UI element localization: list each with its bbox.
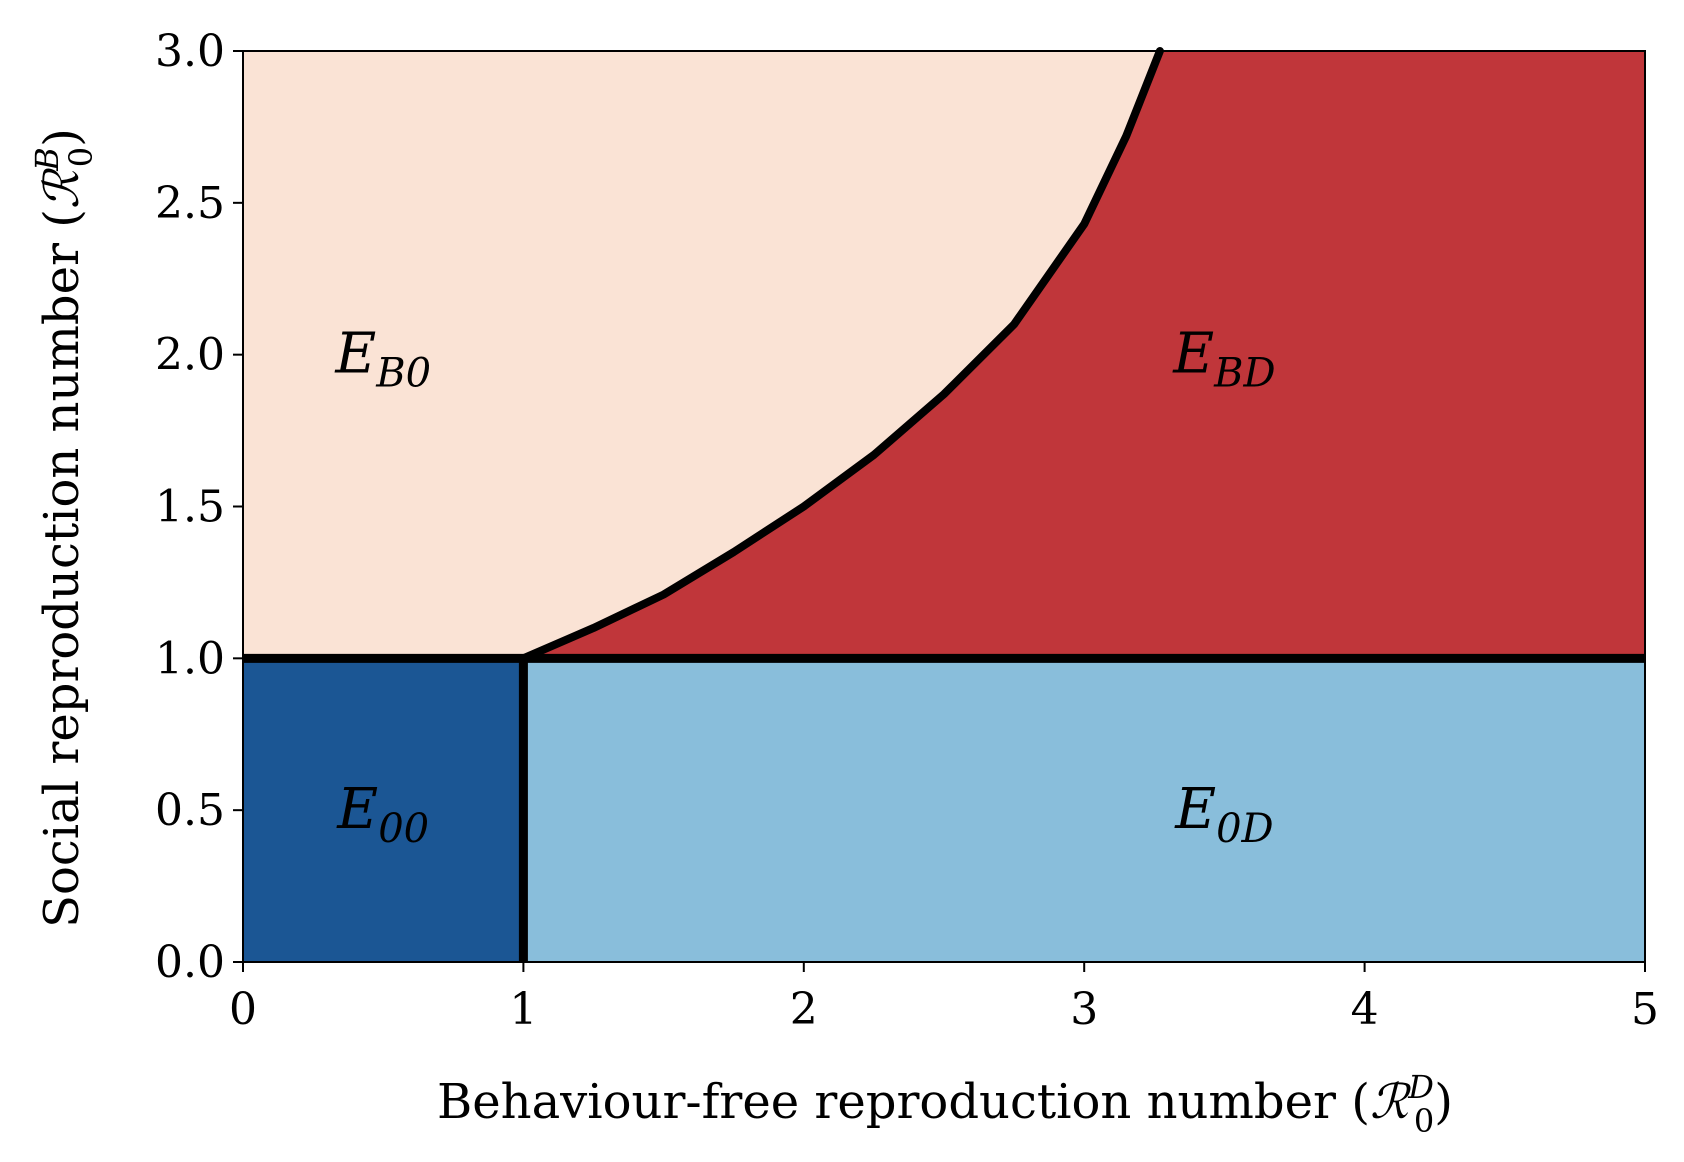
- y-axis-label: Social reproduction number (ℛB0): [28, 128, 100, 928]
- y-tick-label: 0.0: [155, 937, 225, 988]
- x-axis-label-text: Behaviour-free reproduction number (: [437, 1074, 1370, 1130]
- y-tick-label: 2.5: [155, 178, 225, 229]
- region-label-ebd: EBD: [1172, 322, 1275, 397]
- x-tick-label: 2: [790, 984, 818, 1035]
- region-label-main: E: [336, 777, 378, 842]
- y-tick-label: 2.0: [155, 330, 225, 381]
- y-axis-label-text: Social reproduction number (: [34, 209, 90, 928]
- x-axis-ticks: 0 1 2 3 4 5: [229, 962, 1659, 1035]
- boundary-curve: [519, 47, 1164, 663]
- y-axis-label-sub: 0: [62, 147, 100, 167]
- region-label-sub: B0: [375, 351, 431, 397]
- region-label-e0d: E0D: [1174, 777, 1273, 852]
- x-tick-label: 3: [1070, 984, 1098, 1035]
- y-tick-label: 1.5: [155, 482, 225, 533]
- region-fills: [243, 51, 1645, 962]
- x-axis-label-sup: D: [1407, 1068, 1434, 1106]
- region-label-e00: E00: [336, 777, 429, 852]
- region-label-sub: BD: [1213, 351, 1275, 397]
- x-tick-label: 1: [509, 984, 537, 1035]
- x-tick-label: 4: [1351, 984, 1379, 1035]
- x-tick-label: 0: [229, 984, 257, 1035]
- region-e0d: [523, 658, 1645, 962]
- region-label-sub: 00: [378, 806, 429, 852]
- region-label-main: E: [1174, 777, 1216, 842]
- x-axis-label-sub: 0: [1414, 1102, 1434, 1140]
- region-label-main: E: [334, 322, 376, 387]
- y-tick-label: 1.0: [155, 633, 225, 684]
- x-axis-label: Behaviour-free reproduction number (ℛD 0): [437, 1068, 1453, 1140]
- x-axis-label-close: ): [1434, 1074, 1453, 1130]
- y-axis-label-close: ): [34, 128, 90, 147]
- region-label-eb0: EB0: [334, 322, 431, 397]
- region-label-sub: 0D: [1216, 806, 1274, 852]
- y-tick-label: 3.0: [155, 26, 225, 77]
- boundary-lines: [243, 47, 1645, 962]
- x-tick-label: 5: [1631, 984, 1659, 1035]
- region-e00: [243, 658, 524, 962]
- y-axis-label-sup: B: [28, 147, 66, 172]
- y-axis-ticks: 0.0 0.5 1.0 1.5 2.0 2.5 3.0: [155, 26, 243, 988]
- region-label-main: E: [1172, 322, 1214, 387]
- x-axis-label-symbol: ℛ: [1370, 1074, 1412, 1130]
- y-axis-label-symbol: ℛ: [34, 167, 90, 209]
- y-tick-label: 0.5: [155, 785, 225, 836]
